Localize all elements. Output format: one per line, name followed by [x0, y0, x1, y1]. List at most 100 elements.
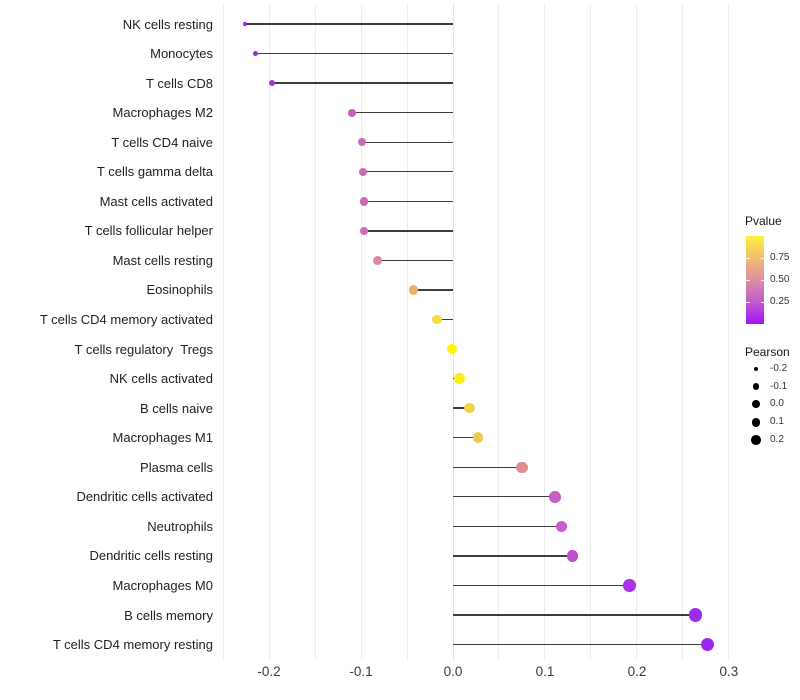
- pvalue-tick-label: 0.75: [770, 252, 790, 263]
- lollipop-dot: [472, 432, 484, 443]
- y-axis-label: Macrophages M2: [112, 105, 213, 121]
- lollipop-stem: [453, 437, 478, 439]
- pearson-size-label: 0.0: [770, 398, 784, 410]
- pearson-size-label: 0.1: [770, 416, 784, 428]
- pvalue-colorbar-tick: [760, 258, 764, 259]
- pearson-size-dot: [752, 400, 760, 409]
- lollipop-dot: [447, 343, 458, 355]
- lollipop-stem: [245, 23, 453, 25]
- lollipop-stem: [363, 200, 453, 202]
- lollipop-dot: [623, 579, 636, 592]
- pvalue-legend-title: Pvalue: [745, 214, 782, 228]
- x-axis-tick-label: 0.2: [627, 664, 647, 679]
- lollipop-dot: [268, 80, 275, 87]
- lollipop-stem: [413, 289, 453, 291]
- y-axis-label: NK cells resting: [122, 16, 213, 32]
- pvalue-colorbar-tick: [746, 258, 750, 259]
- lollipop-dot: [555, 520, 568, 533]
- y-axis-label: Dendritic cells activated: [76, 489, 213, 505]
- pearson-size-label: -0.2: [770, 363, 788, 374]
- gridline: [314, 4, 316, 660]
- pearson-size-label: 0.2: [770, 433, 784, 445]
- pvalue-colorbar-tick: [760, 302, 764, 303]
- y-axis-label: Monocytes: [150, 46, 213, 62]
- lollipop-dot: [357, 137, 367, 147]
- pvalue-colorbar: [746, 236, 764, 324]
- lollipop-dot: [359, 197, 369, 206]
- lollipop-dot: [359, 226, 369, 236]
- pvalue-colorbar-tick: [746, 280, 750, 281]
- lollipop-stem: [453, 525, 562, 528]
- y-axis-label: T cells CD4 memory resting: [52, 637, 213, 653]
- pearson-size-dot: [751, 417, 761, 427]
- x-axis-tick-label: 0.3: [719, 664, 739, 679]
- lollipop-dot: [408, 285, 419, 295]
- lollipop-stem: [453, 555, 573, 557]
- lollipop-dot: [358, 167, 368, 176]
- y-axis-label: T cells regulatory Tregs: [74, 341, 213, 357]
- lollipop-stem: [361, 141, 453, 143]
- zero-gridline: [452, 4, 454, 660]
- y-axis-label: B cells naive: [140, 400, 213, 416]
- y-axis-label: Macrophages M1: [112, 430, 213, 446]
- pearson-legend-title: Pearson: [745, 345, 790, 359]
- y-axis-label: T cells gamma delta: [96, 164, 213, 180]
- lollipop-stem: [351, 111, 453, 114]
- y-axis-label: Macrophages M0: [112, 577, 213, 593]
- x-axis-tick-label: 0.1: [535, 664, 555, 679]
- x-axis-tick-label: -0.1: [349, 664, 373, 679]
- y-axis-label: Mast cells activated: [99, 193, 213, 209]
- pvalue-tick-label: 0.50: [770, 274, 790, 285]
- y-axis-label: T cells CD8: [146, 75, 213, 91]
- lollipop-dot: [373, 256, 382, 265]
- lollipop-dot: [347, 108, 356, 117]
- lollipop-dot: [516, 461, 528, 473]
- lollipop-stem: [453, 407, 470, 409]
- lollipop-stem: [453, 584, 630, 587]
- y-axis-label: Plasma cells: [140, 459, 213, 475]
- lollipop-stem: [255, 52, 453, 55]
- lollipop-stem: [271, 82, 453, 84]
- lollipop-dot: [701, 637, 715, 652]
- y-axis-label: B cells memory: [124, 607, 213, 623]
- lollipop-stem: [453, 466, 522, 468]
- y-axis-label: T cells CD4 naive: [111, 134, 213, 150]
- gridline: [544, 4, 546, 660]
- y-axis-label: Mast cells resting: [112, 252, 213, 268]
- pvalue-tick-label: 0.25: [770, 296, 790, 307]
- lollipop-dot: [689, 608, 703, 622]
- lollipop-stem: [377, 259, 453, 262]
- y-axis-label: T cells follicular helper: [84, 223, 213, 239]
- pearson-size-dot: [753, 366, 759, 372]
- lollipop-stem: [453, 643, 708, 646]
- lollipop-stem: [362, 171, 453, 173]
- gridline: [636, 4, 638, 660]
- lollipop-dot: [549, 491, 561, 503]
- pearson-size-dot: [752, 383, 760, 390]
- lollipop-dot: [566, 549, 579, 562]
- x-axis-tick-label: -0.2: [257, 664, 281, 679]
- lollipop-dot: [252, 50, 258, 57]
- lollipop-stem: [363, 230, 453, 232]
- gridline: [728, 4, 730, 660]
- lollipop-dot: [242, 21, 248, 27]
- x-axis-tick-label: 0.0: [443, 664, 463, 679]
- pvalue-colorbar-tick: [760, 280, 764, 281]
- gridline: [222, 4, 224, 660]
- y-axis-label: NK cells activated: [109, 371, 213, 387]
- pearson-size-dot: [751, 434, 761, 445]
- y-axis-label: Eosinophils: [146, 282, 214, 298]
- gridline: [590, 4, 592, 660]
- lollipop-stem: [453, 496, 556, 498]
- y-axis-label: T cells CD4 memory activated: [39, 312, 213, 327]
- gridline: [498, 4, 500, 660]
- pvalue-colorbar-tick: [746, 302, 750, 303]
- gridline: [682, 4, 684, 660]
- gridline: [360, 4, 362, 660]
- lollipop-stem: [437, 318, 453, 321]
- gridline: [406, 4, 408, 660]
- lollipop-stem: [453, 614, 696, 616]
- y-axis-label: Dendritic cells resting: [89, 548, 213, 564]
- pearson-size-label: -0.1: [770, 380, 788, 392]
- lollipop-dot: [432, 314, 443, 325]
